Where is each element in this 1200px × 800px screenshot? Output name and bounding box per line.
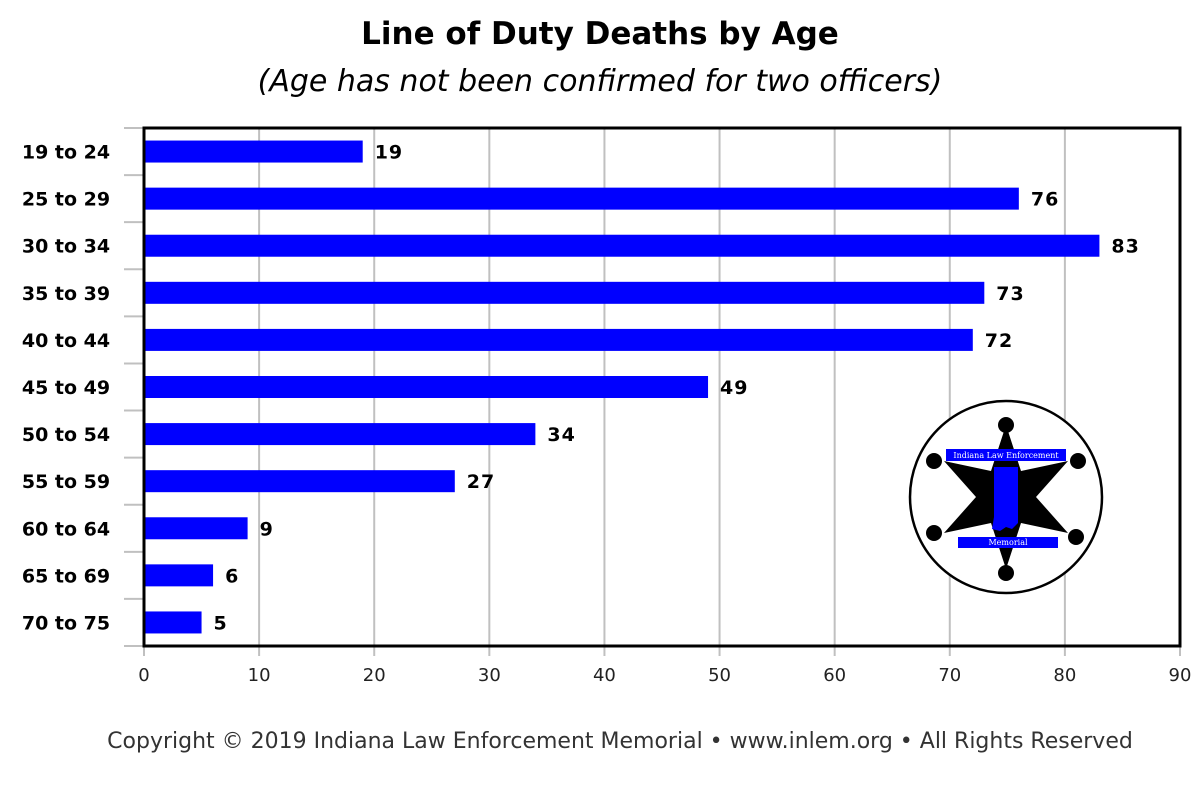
x-tick-label-90: 90	[1169, 665, 1192, 686]
copyright-footer: Copyright © 2019 Indiana Law Enforcement…	[107, 729, 1133, 754]
indiana-state-icon	[992, 467, 1018, 531]
category-label: 45 to 49	[22, 377, 110, 399]
bar-40-to-44	[145, 328, 973, 351]
value-label: 27	[467, 471, 495, 493]
chart-title: Line of Duty Deaths by Age	[361, 16, 839, 52]
bar-55-to-59	[145, 470, 455, 493]
value-label: 49	[720, 377, 748, 399]
chart-subtitle: (Age has not been confirmed for two offi…	[258, 64, 943, 99]
value-label: 34	[547, 424, 575, 446]
category-label: 40 to 44	[22, 330, 110, 352]
value-label: 83	[1111, 236, 1139, 258]
category-label: 60 to 64	[22, 518, 110, 540]
star-tip-lower-right	[1068, 529, 1084, 545]
value-label: 72	[985, 330, 1013, 352]
logo-top-banner	[946, 449, 1066, 461]
bar-50-to-54	[145, 423, 536, 446]
logo-bottom-text: Memorial	[988, 538, 1027, 547]
bar-35-to-39	[145, 281, 985, 304]
star-tip-upper-right	[1070, 453, 1086, 469]
bar-60-to-64	[145, 517, 248, 540]
category-label: 19 to 24	[22, 142, 110, 164]
category-label: 50 to 54	[22, 424, 110, 446]
y-axis-ticks	[124, 127, 144, 647]
value-label: 76	[1031, 189, 1059, 211]
memorial-logo: Indiana Law Enforcement Memorial	[908, 399, 1104, 595]
bars	[145, 140, 1100, 634]
bar-19-to-24	[145, 140, 363, 163]
bar-65-to-69	[145, 564, 214, 587]
x-tick-label-20: 20	[363, 665, 386, 686]
logo-bottom-banner	[958, 537, 1058, 548]
star-tip-upper-left	[926, 453, 942, 469]
value-label: 9	[260, 518, 274, 540]
x-tick-label-60: 60	[823, 665, 846, 686]
x-tick-label-70: 70	[938, 665, 961, 686]
star-tip-top	[998, 417, 1014, 433]
value-label: 19	[375, 142, 403, 164]
category-label: 55 to 59	[22, 471, 110, 493]
star-tip-bottom	[998, 565, 1014, 581]
bar-70-to-75	[145, 611, 202, 634]
plot-frame	[142, 126, 1182, 648]
category-label: 25 to 29	[22, 189, 110, 211]
x-tick-label-50: 50	[708, 665, 731, 686]
category-label: 35 to 39	[22, 283, 110, 305]
value-labels: 19 76 83 73 72 49 34 27 9 6 5	[214, 142, 1139, 635]
value-label: 6	[225, 565, 239, 587]
category-label: 65 to 69	[22, 565, 110, 587]
bar-25-to-29	[145, 187, 1019, 210]
bar-45-to-49	[145, 376, 709, 398]
category-label: 70 to 75	[22, 612, 110, 634]
x-axis-tick-labels: 0 10 20 30 40 50 60 70 80 90	[138, 665, 1191, 686]
x-tick-label-40: 40	[593, 665, 616, 686]
value-label: 73	[996, 283, 1024, 305]
x-tick-label-10: 10	[248, 665, 271, 686]
bar-30-to-34	[145, 234, 1100, 257]
x-tick-label-30: 30	[478, 665, 501, 686]
star-tip-lower-left	[926, 525, 942, 541]
logo-top-text: Indiana Law Enforcement	[953, 451, 1059, 460]
value-label: 5	[214, 612, 228, 634]
category-labels: 19 to 24 25 to 29 30 to 34 35 to 39 40 to 44…	[22, 142, 110, 635]
x-tick-label-0: 0	[138, 665, 149, 686]
category-label: 30 to 34	[22, 236, 110, 258]
x-tick-label-80: 80	[1053, 665, 1076, 686]
